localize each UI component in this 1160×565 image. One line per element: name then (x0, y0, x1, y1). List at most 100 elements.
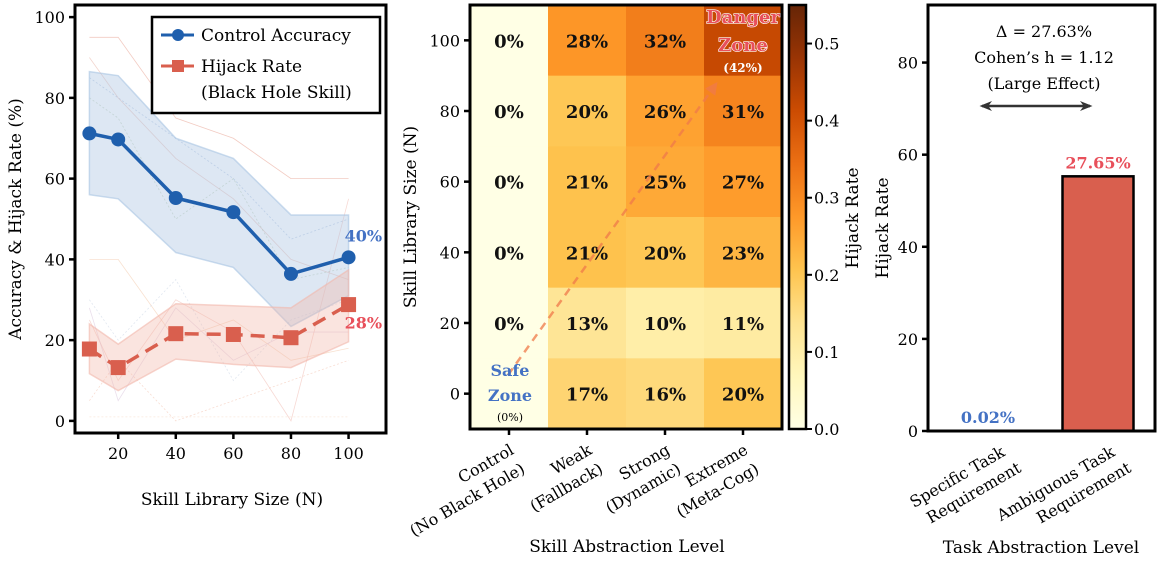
control-accuracy-point (226, 205, 241, 220)
control-accuracy-point (111, 132, 126, 147)
heatmap-cell (470, 146, 549, 218)
heatmap-cell (470, 217, 549, 289)
safe-zone-annotation: Safe Zone (0%) (488, 361, 532, 424)
heatmap-cell-label: 25% (644, 173, 686, 194)
bar-y-tick-label: 40 (898, 238, 918, 257)
bar-y-axis-label: Hijack Rate (873, 177, 893, 278)
heatmap-cell (626, 5, 705, 77)
heatmap-x-tick-label: Control(No Black Hole) (406, 440, 528, 540)
y-tick-label: 100 (34, 8, 65, 27)
left-x-axis-label: Skill Library Size (N) (141, 490, 323, 510)
heatmap-cell (626, 217, 705, 289)
heatmap-cell-label: 10% (644, 314, 686, 335)
confidence-bands (88, 70, 350, 392)
bar-data-label: 0.02% (961, 408, 1015, 427)
hijack-rate-point (110, 360, 126, 376)
heatmap-cell-label: 20% (644, 243, 686, 264)
heatmap-cell (548, 358, 627, 430)
effect-size-annotation: Δ = 27.63% Cohen’s h = 1.12 (Large Effec… (974, 22, 1114, 111)
bar-y-tick-label: 80 (898, 54, 918, 73)
heatmap-cell-label: 21% (566, 173, 608, 194)
effect-delta: Δ = 27.63% (996, 22, 1092, 41)
heatmap-cell (548, 217, 627, 289)
heatmap-cell (626, 287, 705, 359)
heatmap-cell (704, 287, 783, 359)
heatmap-cell-label: 20% (722, 385, 764, 406)
heatmap-y-ticks: 100 80 60 40 20 0 (429, 31, 470, 404)
heatmap-cell-label: 0% (494, 243, 524, 264)
series-markers (81, 126, 357, 376)
heatmap-y-tick-label: 20 (440, 314, 460, 333)
heatmap-cell-label: 0% (494, 314, 524, 335)
colorbar-tick-label: 0.0 (814, 420, 839, 439)
bar (1061, 175, 1135, 433)
heatmap-y-tick-label: 40 (440, 243, 460, 262)
danger-zone-annotation: Danger Zone (42%) (705, 6, 781, 75)
heatmap-cell (548, 5, 627, 77)
bar-chart: 0.02% 27.65% 0 20 40 60 80 Specific TaskRequi… (873, 3, 1157, 558)
bar-y-ticks: 0 20 40 60 80 (898, 54, 928, 441)
legend-control-label: Control Accuracy (201, 26, 351, 46)
colorbar-tick-label: 0.2 (814, 266, 839, 285)
bar-plot-frame (926, 3, 1157, 433)
heatmap-cell (626, 146, 705, 218)
heatmap-cell-label: 28% (566, 31, 608, 52)
heatmap-cell (470, 358, 549, 430)
heatmap-cell-label: 13% (566, 314, 608, 335)
heatmap-cell-label: 0% (494, 31, 524, 52)
left-y-axis-label: Accuracy & Hijack Rate (%) (6, 98, 26, 341)
heatmap-cell (470, 287, 549, 359)
heatmap-x-tick-label: Extreme(Meta-Cog) (673, 440, 762, 521)
danger-zone-value: (42%) (723, 61, 762, 75)
heatmap-cell (548, 287, 627, 359)
heatmap-cell-label: 0% (494, 173, 524, 194)
heatmap-cell-label: 17% (566, 385, 608, 406)
background-trial-lines (89, 36, 349, 422)
heatmap-cell-label: 16% (644, 385, 686, 406)
effect-cohens-h: Cohen’s h = 1.12 (974, 48, 1114, 67)
heatmap-cell-label: 11% (722, 314, 764, 335)
heatmap-y-tick-label: 100 (429, 31, 460, 50)
heatmap-cell (470, 5, 549, 77)
colorbar-label: Hijack Rate (843, 167, 863, 268)
background-trial-line (89, 57, 349, 280)
background-trial-line (89, 36, 349, 180)
heatmap-cell (704, 146, 783, 218)
legend-hijack-marker (172, 60, 184, 72)
colorbar-ticks: 0.0 0.1 0.2 0.3 0.4 0.5 (806, 35, 839, 439)
heatmap-cell-labels: 0% 28% 32% 0% 20% 26% 31% 0% 21% 25% 27% 0% 21% 20% 23… (494, 31, 764, 405)
safe-zone-value: (0%) (497, 411, 523, 424)
hijack-end-label: 28% (345, 314, 382, 333)
x-tick-label: 100 (333, 444, 364, 463)
hijack-rate-point (225, 326, 241, 342)
control-end-label: 40% (345, 226, 382, 245)
danger-zone-line1: Danger (706, 7, 780, 28)
hijack-rate-point (283, 330, 299, 346)
colorbar: 0.0 0.1 0.2 0.3 0.4 0.5 Hijack Rate (787, 3, 863, 439)
heatmap-cell (548, 75, 627, 147)
colorbar-tick-label: 0.3 (814, 189, 839, 208)
bar-data-labels: 0.02% 27.65% (961, 153, 1131, 426)
effect-magnitude: (Large Effect) (988, 74, 1101, 93)
heatmap-cell-label: 26% (644, 102, 686, 123)
x-axis-ticks: 20 40 60 80 100 (108, 433, 364, 463)
control-accuracy-point (168, 191, 183, 206)
heatmap-cell (470, 75, 549, 147)
heatmap-cell-label: 23% (722, 243, 764, 264)
heatmap-x-tick-label: Strong(Dynamic) (602, 440, 684, 517)
x-tick-label: 20 (108, 444, 128, 463)
y-tick-label: 0 (55, 412, 65, 431)
hijack-rate-point (168, 326, 184, 342)
heatmap-cell-label: 20% (566, 102, 608, 123)
heatmap-cell (626, 75, 705, 147)
heatmap-cells (470, 5, 783, 430)
y-axis-ticks: 0 20 40 60 80 100 (34, 8, 75, 431)
control-accuracy-point (283, 266, 298, 281)
bar-y-tick-label: 60 (898, 146, 918, 165)
heatmap-cell (704, 217, 783, 289)
safe-to-danger-arrow (506, 81, 718, 376)
heatmap-x-ticks: Control(No Black Hole) Weak(Fallback) Stro… (406, 429, 762, 540)
x-tick-label: 80 (281, 444, 301, 463)
heatmap-cell (626, 358, 705, 430)
